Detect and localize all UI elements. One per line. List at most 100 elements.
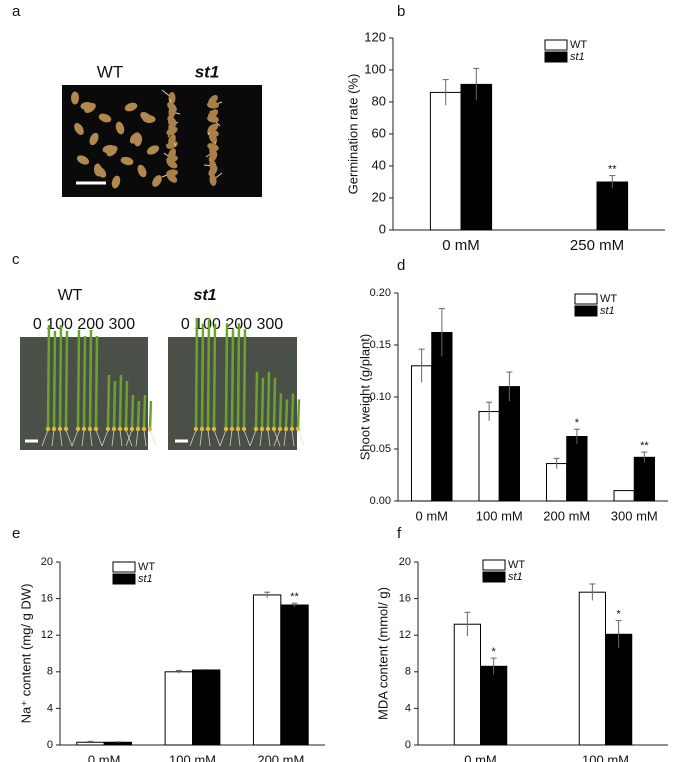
seed <box>120 156 134 166</box>
significance: * <box>491 646 496 658</box>
bar <box>566 436 588 502</box>
root <box>149 429 157 447</box>
seedlings <box>41 317 305 447</box>
photo-caption: WT <box>58 287 83 304</box>
seed <box>209 160 217 172</box>
seed <box>105 426 111 432</box>
leaf <box>148 400 153 429</box>
significance: ** <box>608 164 617 176</box>
panel-label: a <box>12 3 21 20</box>
y-tick-label: 0.15 <box>370 339 391 351</box>
legend-swatch <box>544 39 568 51</box>
panel-label: b <box>397 3 405 20</box>
y-tick-label: 0.10 <box>370 391 391 403</box>
significance: * <box>575 417 580 429</box>
significance: ** <box>290 591 299 603</box>
legend-label: WT <box>508 559 525 571</box>
panel-label: d <box>397 257 405 274</box>
lane-labels: 0 100 200 300 <box>33 316 135 333</box>
root <box>297 429 305 447</box>
seed <box>167 148 177 160</box>
leaf <box>118 374 123 429</box>
photo-caption: WT <box>97 62 123 81</box>
seed <box>277 426 283 432</box>
leaf <box>52 330 57 429</box>
y-axis-label: Germination rate (%) <box>345 74 360 195</box>
bar <box>578 591 606 746</box>
bar <box>480 665 508 746</box>
seed <box>81 426 87 432</box>
bar <box>280 604 309 746</box>
seed <box>45 426 51 432</box>
root <box>95 429 103 447</box>
y-tick-label: 16 <box>41 593 53 605</box>
leaf <box>82 335 87 429</box>
bar <box>596 181 629 231</box>
legend-swatch <box>112 561 136 573</box>
seed <box>259 426 265 432</box>
seed <box>207 109 219 119</box>
seed <box>168 134 176 146</box>
x-tick-label: 200 mM <box>257 752 304 762</box>
root <box>189 429 197 447</box>
leaf <box>278 393 283 429</box>
root <box>81 429 85 447</box>
bar <box>411 365 433 502</box>
x-tick-label: 0 mM <box>416 508 449 523</box>
seed <box>135 426 141 432</box>
seed <box>241 426 247 432</box>
leaf <box>260 377 265 429</box>
leaf <box>46 324 51 429</box>
seed <box>76 155 90 165</box>
leaf <box>272 377 277 429</box>
x-tick-label: 100 mM <box>476 508 523 523</box>
legend-swatch <box>482 559 506 571</box>
legend-swatch <box>544 51 568 63</box>
bar <box>605 633 633 746</box>
leaf <box>76 329 81 429</box>
legend-label: st1 <box>508 571 523 583</box>
root <box>135 429 139 447</box>
legend-label: st1 <box>600 305 615 317</box>
bar <box>252 594 282 746</box>
legend-swatch <box>574 305 598 317</box>
seed <box>265 426 271 432</box>
x-tick-label: 100 mM <box>582 752 629 762</box>
legend-label: WT <box>138 561 155 573</box>
y-tick-label: 4 <box>405 702 411 714</box>
seed <box>140 111 152 123</box>
leaf <box>194 317 199 429</box>
significance: ** <box>640 440 649 452</box>
lane-labels: 0 100 200 300 <box>181 316 283 333</box>
seed <box>271 426 277 432</box>
leaf <box>236 323 241 429</box>
root <box>213 429 221 447</box>
y-tick-label: 20 <box>372 189 386 204</box>
seeds <box>71 89 223 189</box>
seed <box>74 123 84 135</box>
seed <box>205 426 211 432</box>
bar <box>546 463 568 502</box>
seed <box>199 426 205 432</box>
seed <box>80 101 94 111</box>
leaf <box>266 371 271 429</box>
seed <box>124 102 138 112</box>
bar <box>633 456 655 502</box>
bar <box>498 386 520 502</box>
leaf <box>58 324 63 429</box>
root <box>259 429 263 447</box>
seed <box>71 91 79 105</box>
seed <box>283 426 289 432</box>
root <box>125 429 133 447</box>
seed <box>98 113 112 123</box>
leaf <box>136 400 141 429</box>
seed <box>146 145 160 155</box>
y-tick-label: 40 <box>372 157 386 172</box>
seed <box>123 426 129 432</box>
y-tick-label: 12 <box>399 629 411 641</box>
leaf <box>254 371 259 429</box>
x-tick-label: 0 mM <box>442 237 480 254</box>
seed <box>87 426 93 432</box>
seed <box>167 102 177 112</box>
